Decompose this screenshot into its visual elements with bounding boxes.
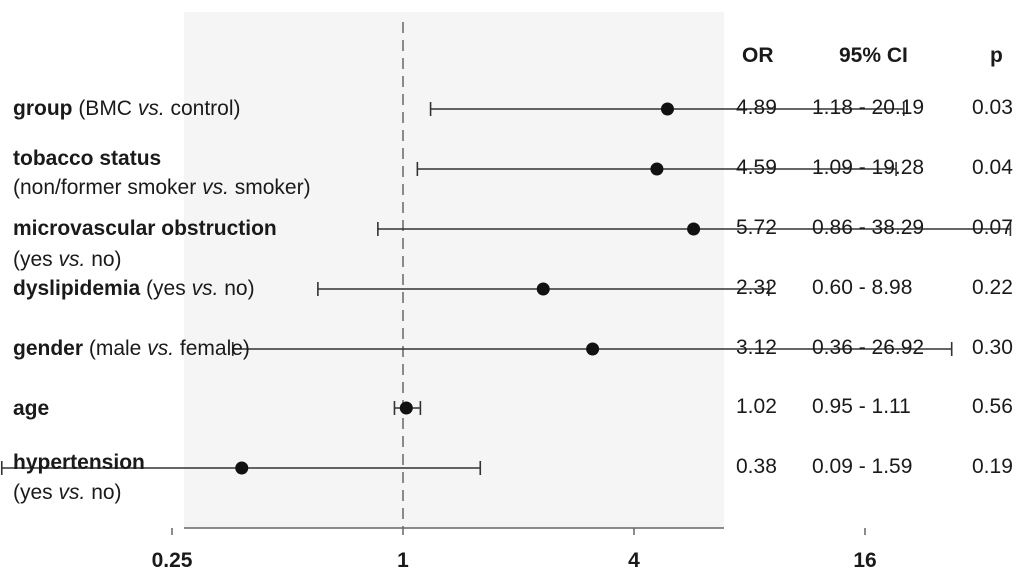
x-tick-label: 1 bbox=[397, 549, 409, 572]
row-label: gender (male vs. female) bbox=[13, 337, 250, 360]
cell-or: 1.02 bbox=[736, 395, 777, 418]
or-point bbox=[536, 282, 550, 296]
cell-p: 0.22 bbox=[972, 276, 1013, 299]
cell-p: 0.30 bbox=[972, 336, 1013, 359]
or-point bbox=[235, 461, 249, 475]
plot-background bbox=[184, 12, 724, 528]
or-point bbox=[687, 222, 701, 236]
cell-p: 0.56 bbox=[972, 395, 1013, 418]
cell-ci: 0.09 - 1.59 bbox=[812, 455, 913, 478]
cell-or: 0.38 bbox=[736, 455, 777, 478]
row-label: hypertension bbox=[13, 451, 145, 474]
cell-ci: 0.36 - 26.92 bbox=[812, 336, 925, 359]
row-label-line2: (yes vs. no) bbox=[13, 248, 122, 271]
column-header-or: OR bbox=[742, 44, 774, 67]
cell-p: 0.03 bbox=[972, 96, 1013, 119]
x-tick-label: 16 bbox=[853, 549, 876, 572]
x-tick-label: 0.25 bbox=[152, 549, 193, 572]
row-label-line2: (yes vs. no) bbox=[13, 481, 122, 504]
cell-ci: 0.95 - 1.11 bbox=[812, 395, 911, 418]
cell-ci: 0.60 - 8.98 bbox=[812, 276, 913, 299]
cell-or: 4.89 bbox=[736, 96, 777, 119]
cell-or: 5.72 bbox=[736, 216, 777, 239]
cell-p: 0.07 bbox=[972, 216, 1013, 239]
row-label: age bbox=[13, 397, 50, 420]
row-label: microvascular obstruction bbox=[13, 217, 277, 240]
row-label-line2: (non/former smoker vs. smoker) bbox=[13, 176, 311, 199]
cell-ci: 1.18 - 20.19 bbox=[812, 96, 925, 119]
cell-p: 0.04 bbox=[972, 156, 1013, 179]
column-header-ci: 95% CI bbox=[839, 44, 908, 67]
or-point bbox=[660, 102, 674, 116]
row-label: tobacco status bbox=[13, 147, 162, 170]
cell-or: 3.12 bbox=[736, 336, 777, 359]
or-point bbox=[399, 401, 413, 415]
or-point bbox=[650, 162, 664, 176]
cell-p: 0.19 bbox=[972, 455, 1013, 478]
cell-ci: 0.86 - 38.29 bbox=[812, 216, 925, 239]
cell-or: 4.59 bbox=[736, 156, 777, 179]
or-point bbox=[586, 342, 600, 356]
column-header-p: p bbox=[990, 44, 1003, 67]
x-tick-label: 4 bbox=[628, 549, 640, 572]
cell-or: 2.32 bbox=[736, 276, 777, 299]
row-label: dyslipidemia (yes vs. no) bbox=[13, 277, 255, 300]
row-label: group (BMC vs. control) bbox=[13, 97, 241, 120]
cell-ci: 1.09 - 19.28 bbox=[812, 156, 925, 179]
